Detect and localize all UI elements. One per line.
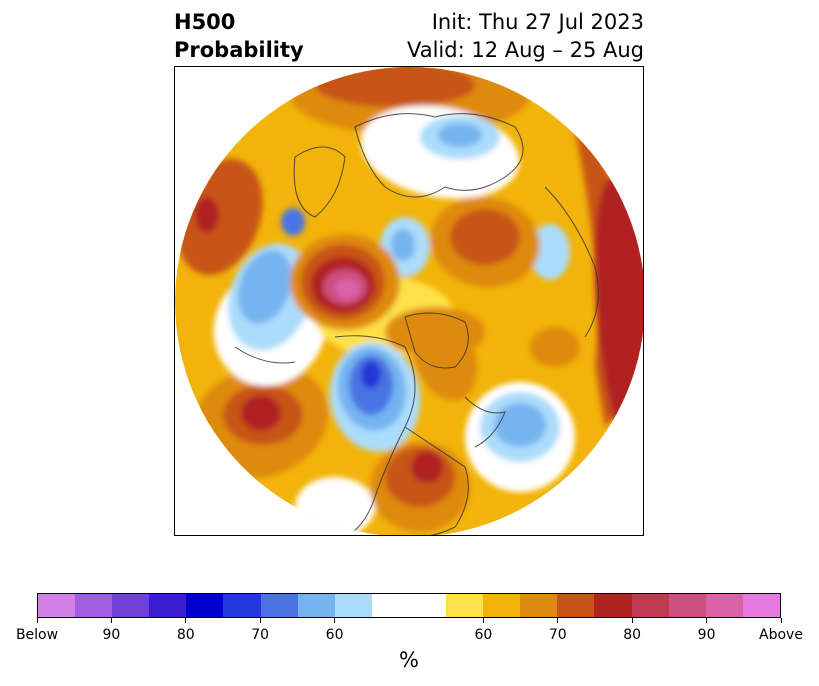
colorbar-tick-label: Above [759,627,803,643]
colorbar-tick-mark [110,618,112,623]
colorbar-segment [631,594,669,617]
title-variable: H500 [174,10,236,34]
colorbar-tick-mark [482,618,484,623]
warm-caspian [530,327,580,367]
title-left: H500 Probability [174,8,304,64]
colorbar-segment [186,594,224,617]
valid-range: Valid: 12 Aug – 25 Aug [406,38,644,62]
colorbar-segment [705,594,743,617]
colorbar-segment [520,594,558,617]
colorbar-segment [334,594,372,617]
title-product: Probability [174,38,304,62]
cold-west-core [281,208,305,236]
warm-siberia-core [450,209,520,265]
colorbar-unit-label: % [399,648,419,672]
colorbar-tick-mark [706,618,708,623]
colorbar-segment [557,594,595,617]
colorbar [37,593,781,618]
coastline-4 [404,426,469,535]
rim-northwest-core [195,197,219,233]
colorbar-tick-mark [36,618,38,623]
colorbar-segment [371,594,447,617]
colorbar-segment [742,594,780,617]
coastline-6 [544,186,599,338]
coastline-0 [354,113,524,198]
title-right: Init: Thu 27 Jul 2023 Valid: 12 Aug – 25… [407,8,644,64]
cold-north-mid [438,123,482,147]
colorbar-segment [112,594,150,617]
colorbar-segment [75,594,113,617]
colorbar-segment [483,594,521,617]
coastline-7 [234,346,296,364]
colorbar-tick-label: Below [15,627,59,643]
cold-east [530,224,570,280]
cold-arctic-mid [391,229,415,261]
cold-canada-core [361,361,381,389]
warm-greenland [412,313,478,401]
colorbar-tick-mark [334,618,336,623]
coastline-1 [293,146,346,218]
coastline-2 [404,312,469,369]
colorbar-tick-mark [185,618,187,623]
probability-map [175,67,643,535]
colorbar-tick-mark [557,618,559,623]
neutral-southwest [295,477,375,535]
warm-bering-peak [335,279,359,299]
colorbar-segment [38,594,76,617]
colorbar-tick-label: 90 [102,627,121,643]
colorbar-tick-label: 70 [251,627,270,643]
colorbar-segment [260,594,298,617]
cold-west-mid [238,250,292,324]
colorbar-segment [446,594,484,617]
init-date: Init: Thu 27 Jul 2023 [431,10,644,34]
colorbar-tick-label: 60 [474,627,493,643]
coastline-3 [334,335,416,535]
colorbar-tick-mark [631,618,633,623]
colorbar-segment [594,594,632,617]
colorbar-tick-label: 80 [176,627,195,643]
map-panel [174,66,644,536]
colorbar-tick-label: 70 [548,627,567,643]
globe [175,67,643,535]
colorbar-segment [297,594,335,617]
colorbar-tick-label: 80 [623,627,642,643]
colorbar-segment [668,594,706,617]
colorbar-tick-label: 60 [325,627,344,643]
colorbar-segment [149,594,187,617]
coastline-5 [464,396,506,448]
colorbar-tick-label: 90 [697,627,716,643]
warm-us-east-core [411,451,443,483]
colorbar-tick-mark [259,618,261,623]
west-pacific-center [241,395,281,431]
north-ridge-core [315,67,475,107]
colorbar-tick-mark [780,618,782,623]
cold-atlantic-mid [494,403,546,447]
colorbar-segment [223,594,261,617]
